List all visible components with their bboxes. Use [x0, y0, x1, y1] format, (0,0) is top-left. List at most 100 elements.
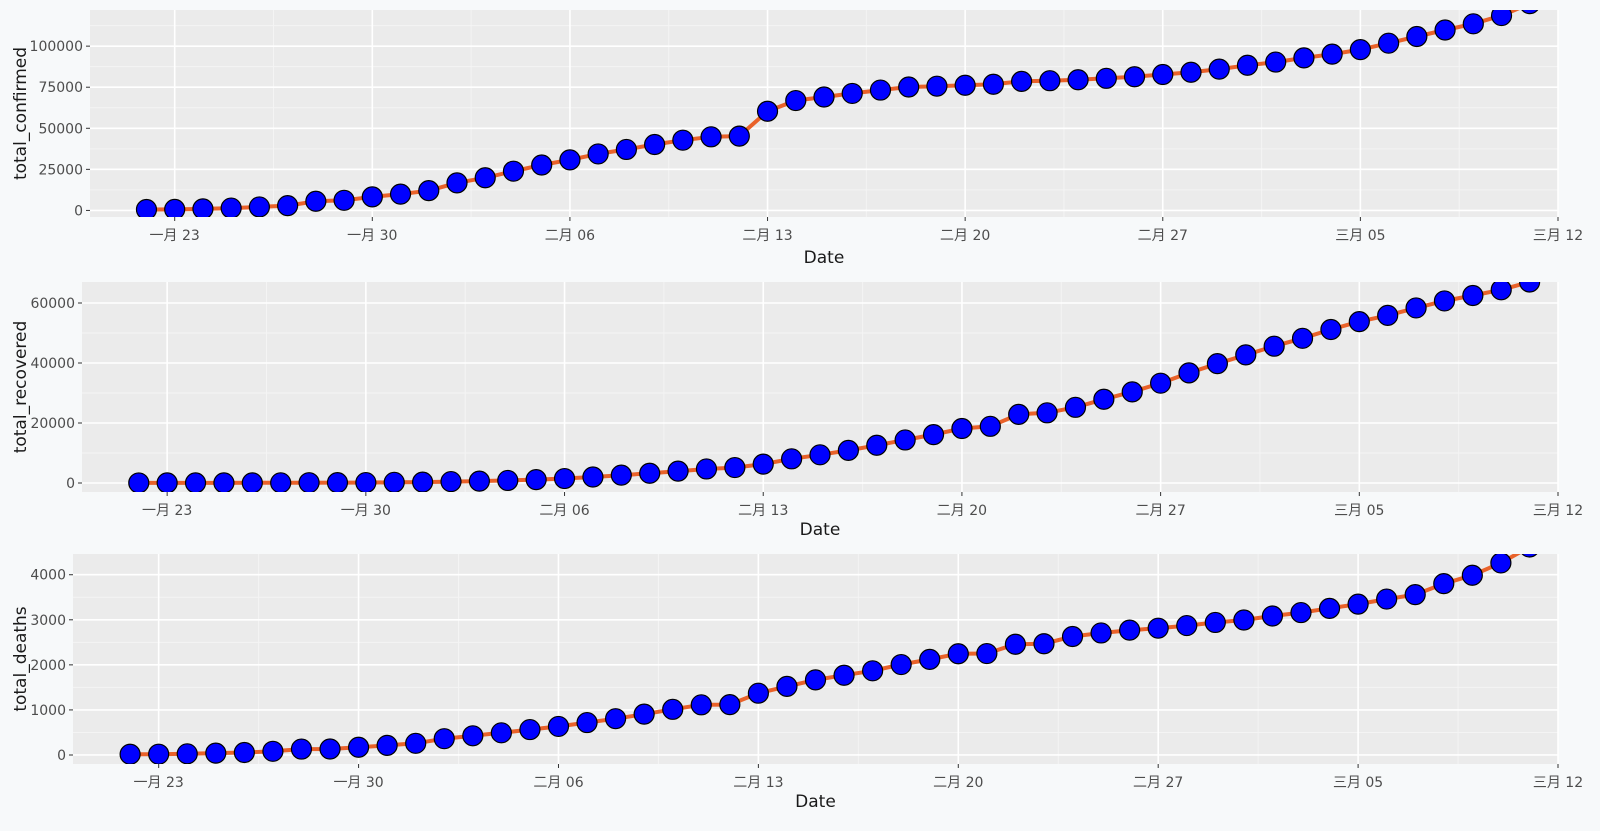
data-point [756, 100, 779, 122]
data-point [1263, 335, 1285, 357]
y-tick-label: 3000 [30, 613, 66, 629]
data-point [433, 728, 455, 750]
data-point [405, 732, 427, 754]
data-point [559, 149, 581, 171]
x-axis-title: Date [795, 792, 836, 812]
y-axis-title: total_confirmed [11, 47, 31, 180]
data-point [1406, 25, 1428, 48]
data-point [1462, 284, 1484, 307]
data-point [582, 466, 604, 488]
data-point [615, 138, 637, 161]
data-point [604, 708, 627, 730]
data-point [547, 715, 570, 738]
panel-confirmed: 0 25000 50000 75000 100000 一月 23 一月 30 二月 06 二月 … [11, 10, 1583, 268]
data-point [894, 429, 916, 451]
data-point [633, 703, 655, 725]
data-point [728, 125, 750, 147]
x-tick-label: 二月 27 [1138, 228, 1188, 244]
data-point [1208, 58, 1230, 80]
data-point [474, 167, 496, 189]
data-point [841, 82, 863, 105]
data-point [639, 462, 661, 484]
x-tick-label: 二月 27 [1133, 775, 1183, 791]
data-point [468, 470, 490, 492]
data-point [220, 197, 242, 217]
data-point [1320, 318, 1342, 341]
data-point [1349, 39, 1371, 61]
data-point [361, 186, 383, 208]
data-point [890, 653, 912, 676]
data-point [1265, 51, 1287, 73]
x-tick-label: 二月 06 [539, 503, 589, 519]
data-point [1095, 67, 1117, 89]
x-tick-label: 三月 05 [1335, 228, 1385, 244]
data-point [1490, 282, 1512, 301]
data-point [804, 669, 827, 691]
data-point [277, 195, 299, 217]
data-point [667, 460, 689, 482]
data-point [954, 74, 976, 96]
data-point [781, 448, 803, 470]
data-point [1204, 611, 1226, 634]
x-tick-label: 一月 30 [347, 228, 397, 244]
data-point [922, 424, 945, 446]
data-point [412, 471, 434, 492]
x-tick-label: 一月 23 [150, 228, 200, 244]
data-point [205, 742, 227, 764]
x-tick-label: 二月 06 [545, 228, 595, 244]
data-point [326, 472, 349, 492]
data-point [1348, 311, 1370, 333]
data-point [1152, 63, 1174, 86]
data-point [1033, 633, 1055, 655]
data-point [347, 736, 370, 758]
data-point [982, 73, 1004, 95]
data-point [919, 648, 941, 670]
data-point [1405, 297, 1427, 319]
x-tick-label: 二月 20 [940, 228, 990, 244]
data-point [1061, 625, 1084, 648]
x-axis-title: Date [804, 248, 845, 268]
data-point [192, 198, 214, 217]
data-point [1290, 601, 1312, 624]
data-point [446, 172, 468, 194]
data-point [719, 694, 741, 716]
x-tick-label: 一月 23 [142, 503, 192, 519]
y-tick-label: 100000 [30, 39, 83, 55]
data-point [976, 642, 998, 665]
plot-area [119, 554, 1538, 764]
x-tick-label: 三月 12 [1533, 228, 1583, 244]
data-point [1378, 32, 1400, 54]
data-point [833, 664, 855, 686]
data-point [1093, 388, 1115, 410]
data-point [248, 196, 270, 217]
data-point [233, 741, 255, 764]
x-tick-label: 二月 13 [733, 775, 783, 791]
data-point [418, 180, 440, 202]
data-point [298, 472, 320, 492]
data-point [1521, 554, 1538, 558]
data-point [1180, 61, 1202, 83]
y-axis-title: total_recovered [11, 321, 31, 454]
data-point [319, 738, 341, 760]
data-point [690, 694, 712, 716]
data-point [869, 79, 892, 101]
data-point [1433, 290, 1456, 312]
y-tick-label: 2000 [30, 658, 66, 674]
data-point [383, 471, 405, 492]
data-point [213, 472, 235, 492]
x-axis-title: Date [800, 520, 841, 540]
data-point [389, 183, 412, 205]
data-point [866, 434, 888, 456]
panel-recovered: 0 20000 40000 60000 一月 23 一月 30 二月 06 二月 13 二月 2… [11, 282, 1583, 540]
data-point [531, 154, 553, 176]
y-tick-label: 40000 [30, 356, 75, 372]
data-point [1347, 593, 1369, 615]
data-point [1293, 47, 1315, 69]
data-point [262, 740, 284, 762]
data-point [672, 129, 694, 151]
data-point [862, 660, 884, 682]
data-point [1291, 327, 1314, 349]
y-tick-label: 75000 [38, 80, 83, 96]
data-point [128, 472, 150, 492]
